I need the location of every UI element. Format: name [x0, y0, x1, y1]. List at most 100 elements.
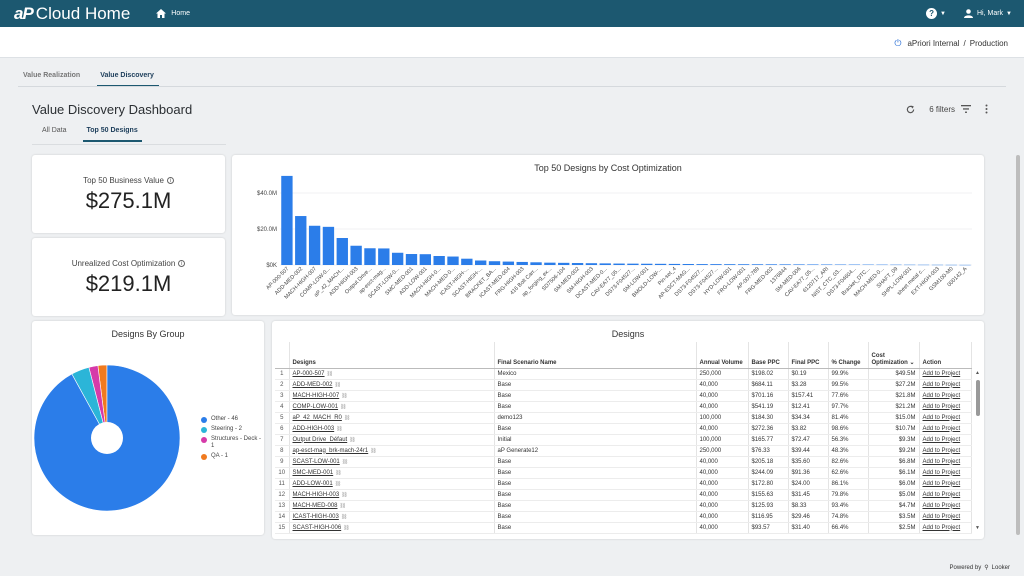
bar[interactable]	[654, 263, 667, 265]
bar[interactable]	[793, 264, 805, 265]
bar[interactable]	[281, 175, 293, 265]
link-icon[interactable]: ⛓	[334, 381, 341, 388]
link-icon[interactable]: ⛓	[339, 502, 346, 509]
bar[interactable]	[682, 264, 694, 265]
table-row[interactable]: 8 ap-esct-mag_brk-mach-24r1 ⛓ aP Generate12…	[275, 445, 972, 457]
design-link[interactable]: ADD-LOW-001	[292, 480, 333, 487]
table-row[interactable]: 10 SMC-MED-001 ⛓ Base 40,000 $244.09 $91.36 62.…	[275, 467, 972, 479]
add-to-project-link[interactable]: Add to Project	[922, 370, 961, 377]
table-row[interactable]: 3 MACH-HIGH-007 ⛓ Base 40,000 $701.16 $157.41 7…	[275, 390, 972, 402]
design-link[interactable]: MACH-MED-008	[292, 502, 338, 509]
table-row[interactable]: 4 COMP-LOW-001 ⛓ Base 40,000 $541.19 $12.41 97.…	[275, 401, 972, 413]
link-icon[interactable]: ⛓	[341, 392, 348, 399]
scroll-down-icon[interactable]: ▼	[975, 525, 980, 531]
tab-top-50-designs[interactable]: Top 50 Designs	[82, 127, 142, 142]
add-to-project-link[interactable]: Add to Project	[922, 458, 961, 465]
table-row[interactable]: 5 aP_42_MACH_R0 ⛓ demo123 100,000 $184.30 $34.…	[275, 412, 972, 424]
design-link[interactable]: ADD-HIGH-003	[292, 425, 335, 432]
add-to-project-link[interactable]: Add to Project	[922, 480, 961, 487]
filters-count[interactable]: 6 filters	[929, 104, 955, 114]
column-header-change[interactable]: % Change	[828, 342, 869, 369]
bar[interactable]	[364, 248, 376, 265]
design-link[interactable]: SMC-MED-001	[292, 469, 334, 476]
add-to-project-link[interactable]: Add to Project	[922, 469, 961, 476]
design-link[interactable]: ap-esct-mag_brk-mach-24r1	[292, 447, 369, 454]
design-link[interactable]: MACH-HIGH-007	[292, 392, 340, 399]
bar[interactable]	[807, 264, 819, 265]
bar[interactable]	[336, 238, 348, 265]
bar[interactable]	[585, 263, 598, 265]
bar[interactable]	[378, 248, 390, 265]
scroll-thumb[interactable]	[1016, 155, 1020, 535]
info-icon[interactable]: i	[166, 177, 174, 185]
tab-all-data[interactable]: All Data	[42, 127, 67, 134]
column-header-designs[interactable]: Designs	[289, 342, 495, 369]
bar[interactable]	[295, 216, 307, 265]
bar[interactable]	[779, 264, 791, 265]
bar[interactable]	[613, 263, 625, 265]
bar[interactable]	[322, 226, 335, 265]
bar[interactable]	[544, 262, 556, 265]
legend-item[interactable]: Structures - Deck - 1	[201, 436, 261, 450]
bar[interactable]	[461, 258, 473, 265]
link-icon[interactable]: ⛓	[349, 436, 356, 443]
link-icon[interactable]: ⛓	[341, 491, 348, 498]
scroll-up-icon[interactable]: ▲	[975, 370, 980, 376]
table-row[interactable]: 12 MACH-HIGH-003 ⛓ Base 40,000 $155.63 $31.45 7…	[275, 489, 972, 501]
add-to-project-link[interactable]: Add to Project	[922, 392, 961, 399]
bar[interactable]	[571, 263, 584, 265]
bar[interactable]	[696, 264, 708, 265]
bar[interactable]	[821, 264, 833, 265]
add-to-project-link[interactable]: Add to Project	[922, 524, 961, 531]
bar[interactable]	[558, 262, 570, 265]
link-icon[interactable]: ⛓	[370, 447, 377, 454]
table-row[interactable]: 7 Output Drive_Défaut ⛓ Initial 100,000 $165.…	[275, 434, 972, 446]
design-link[interactable]: AP-000-507	[292, 370, 325, 377]
table-row[interactable]: 6 ADD-HIGH-003 ⛓ Base 40,000 $272.36 $3.82 98.6…	[275, 423, 972, 435]
bar[interactable]	[433, 256, 445, 265]
bar[interactable]	[308, 225, 321, 265]
design-link[interactable]: SCAST-HIGH-006	[292, 524, 342, 531]
table-row[interactable]: 9 SCAST-LOW-001 ⛓ Base 40,000 $205.18 $35.60 82…	[275, 456, 972, 468]
link-icon[interactable]: ⛓	[341, 458, 349, 465]
table-row[interactable]: 2 ADD-MED-002 ⛓ Base 40,000 $684.11 $3.28 99.5%…	[275, 379, 972, 391]
user-menu[interactable]: Hi, Mark ▼	[963, 9, 1012, 18]
bar[interactable]	[668, 263, 681, 265]
bar[interactable]	[751, 264, 764, 265]
legend-item[interactable]: Steering - 2	[201, 426, 261, 433]
refresh-icon[interactable]	[906, 104, 915, 114]
bar[interactable]	[405, 254, 418, 265]
link-icon[interactable]: ⛓	[336, 425, 343, 432]
design-link[interactable]: ICAST-HIGH-003	[292, 513, 339, 520]
add-to-project-link[interactable]: Add to Project	[922, 414, 961, 421]
filter-icon[interactable]	[961, 105, 971, 113]
link-icon[interactable]: ⛓	[343, 524, 350, 531]
link-icon[interactable]: ⛓	[343, 414, 351, 421]
add-to-project-link[interactable]: Add to Project	[922, 447, 961, 454]
app-logo[interactable]: aP Cloud Home	[14, 4, 130, 24]
table-row[interactable]: 13 MACH-MED-008 ⛓ Base 40,000 $125.93 $8.33 93.…	[275, 500, 972, 512]
design-link[interactable]: MACH-HIGH-003	[292, 491, 340, 498]
table-scrollbar[interactable]: ▲ ▼	[975, 370, 982, 540]
bar[interactable]	[419, 254, 431, 265]
design-link[interactable]: Output Drive_Défaut	[292, 436, 348, 443]
more-options-icon[interactable]	[985, 104, 988, 114]
design-link[interactable]: ADD-MED-002	[292, 381, 333, 388]
table-row[interactable]: 14 ICAST-HIGH-003 ⛓ Base 40,000 $116.95 $29.46…	[275, 511, 972, 523]
link-icon[interactable]: ⛓	[335, 469, 342, 476]
column-header-scenario[interactable]: Final Scenario Name	[494, 342, 697, 369]
link-icon[interactable]: ⛓	[334, 480, 342, 487]
page-scrollbar[interactable]	[1016, 155, 1021, 535]
column-header-cost-optimization[interactable]: Cost Optimization ⌄	[868, 342, 920, 369]
bar[interactable]	[710, 264, 722, 265]
bar[interactable]	[488, 261, 501, 265]
bar[interactable]	[502, 261, 515, 265]
table-row[interactable]: 15 SCAST-HIGH-006 ⛓ Base 40,000 $93.57 $31.40 6…	[275, 522, 972, 534]
bar[interactable]	[641, 263, 653, 265]
column-header-volume[interactable]: Annual Volume	[696, 342, 749, 369]
tab-value-realization[interactable]: Value Realization	[23, 72, 81, 79]
link-icon[interactable]: ⛓	[340, 403, 347, 410]
bar[interactable]	[627, 263, 639, 265]
bar[interactable]	[391, 252, 404, 265]
bar[interactable]	[447, 256, 459, 265]
